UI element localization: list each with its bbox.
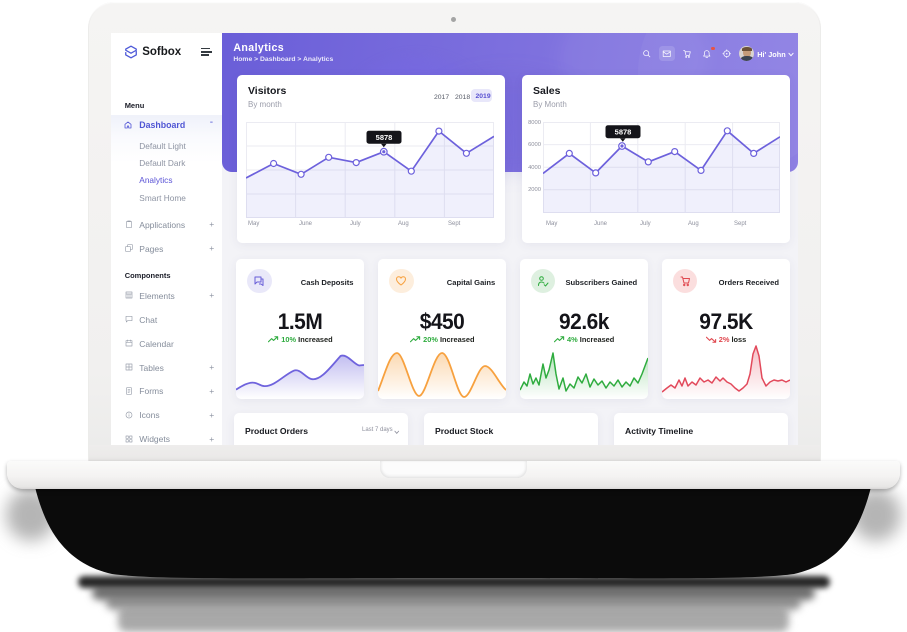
- svg-text:5878: 5878: [376, 133, 393, 142]
- svg-text:5878: 5878: [615, 128, 632, 137]
